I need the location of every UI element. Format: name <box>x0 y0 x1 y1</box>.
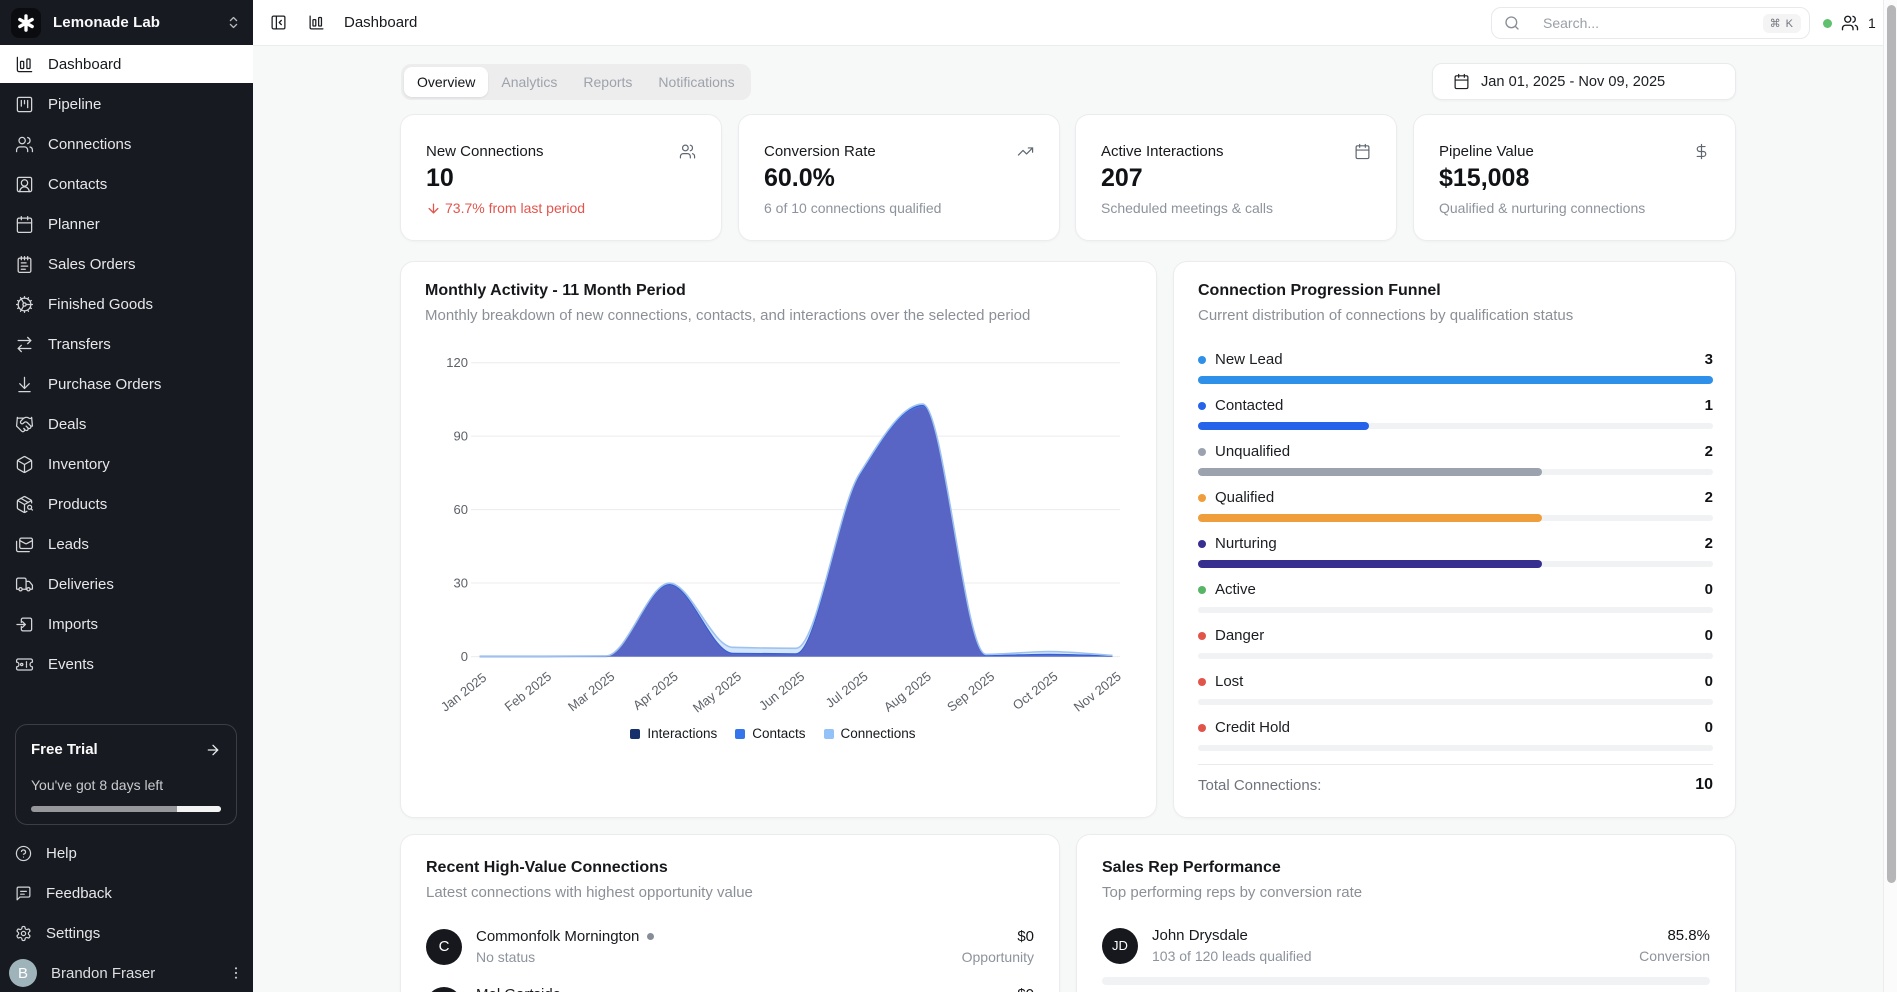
svg-text:0: 0 <box>461 649 468 664</box>
svg-text:Mar 2025: Mar 2025 <box>565 669 618 715</box>
svg-text:30: 30 <box>454 576 468 591</box>
svg-text:90: 90 <box>454 429 468 444</box>
svg-text:Jun 2025: Jun 2025 <box>756 669 807 714</box>
svg-text:Oct 2025: Oct 2025 <box>1010 669 1061 713</box>
svg-text:120: 120 <box>446 355 468 370</box>
svg-text:May 2025: May 2025 <box>690 669 744 716</box>
svg-text:60: 60 <box>454 502 468 517</box>
svg-text:Feb 2025: Feb 2025 <box>502 669 555 715</box>
svg-text:Jan 2025: Jan 2025 <box>438 670 489 715</box>
svg-text:Apr 2025: Apr 2025 <box>630 669 681 713</box>
svg-text:Sep 2025: Sep 2025 <box>944 669 997 715</box>
svg-text:Jul 2025: Jul 2025 <box>823 669 871 711</box>
svg-text:Aug 2025: Aug 2025 <box>881 669 934 715</box>
svg-text:Nov 2025: Nov 2025 <box>1071 669 1124 715</box>
